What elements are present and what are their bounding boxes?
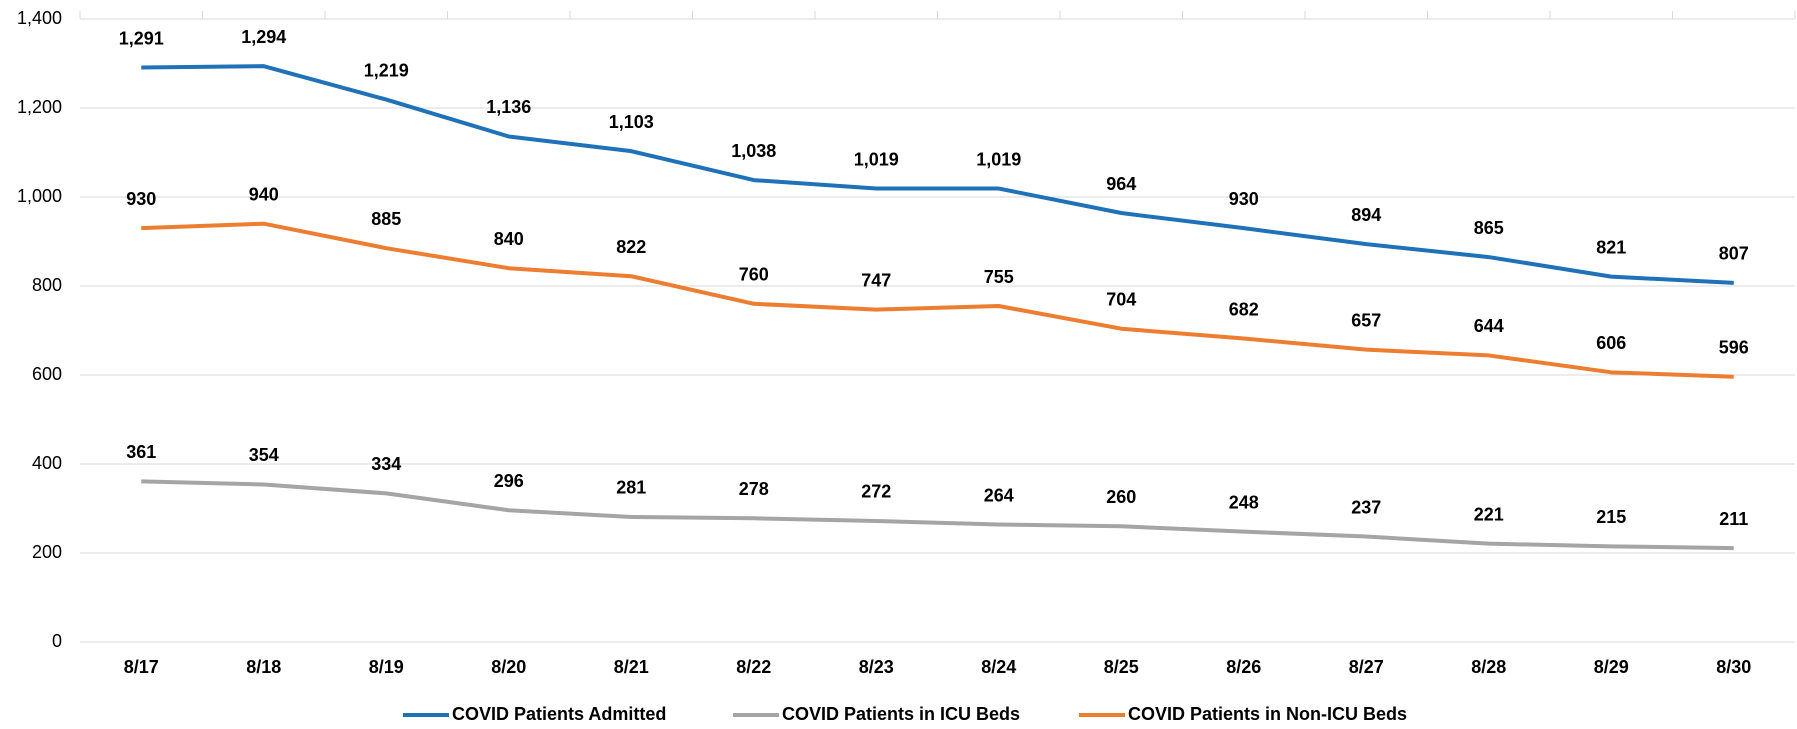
data-label: 940 xyxy=(249,184,279,204)
data-label: 260 xyxy=(1106,487,1136,507)
data-label: 682 xyxy=(1229,299,1259,319)
x-tick-label: 8/22 xyxy=(736,657,771,677)
x-tick-label: 8/23 xyxy=(859,657,894,677)
data-label: 644 xyxy=(1474,316,1504,336)
data-label: 354 xyxy=(249,445,279,465)
data-label: 704 xyxy=(1106,289,1136,309)
data-label: 840 xyxy=(494,229,524,249)
data-label: 248 xyxy=(1229,492,1259,512)
data-label: 821 xyxy=(1596,237,1626,257)
data-label: 930 xyxy=(126,189,156,209)
data-label: 264 xyxy=(984,485,1014,505)
data-label: 807 xyxy=(1719,244,1749,264)
series-line xyxy=(141,64,1734,285)
data-label: 361 xyxy=(126,442,156,462)
data-label: 930 xyxy=(1229,189,1259,209)
data-label: 606 xyxy=(1596,333,1626,353)
legend-label: COVID Patients Admitted xyxy=(452,704,666,724)
data-label: 215 xyxy=(1596,507,1626,527)
data-label: 1,136 xyxy=(486,97,531,117)
data-label: 211 xyxy=(1719,509,1748,529)
data-label: 657 xyxy=(1351,310,1381,330)
x-tick-label: 8/20 xyxy=(491,657,526,677)
data-label: 1,019 xyxy=(854,149,899,169)
y-tick-label: 200 xyxy=(32,542,62,562)
data-label: 1,038 xyxy=(731,141,776,161)
data-label: 278 xyxy=(739,479,769,499)
y-tick-label: 0 xyxy=(52,631,62,651)
data-label: 964 xyxy=(1106,174,1136,194)
x-tick-label: 8/24 xyxy=(981,657,1016,677)
legend-label: COVID Patients in Non-ICU Beds xyxy=(1128,704,1407,724)
y-tick-label: 400 xyxy=(32,453,62,473)
series-line xyxy=(141,479,1734,551)
data-label: 865 xyxy=(1474,218,1504,238)
x-tick-label: 8/21 xyxy=(614,657,649,677)
data-label: 894 xyxy=(1351,205,1381,225)
x-tick-label: 8/19 xyxy=(369,657,404,677)
data-label: 1,103 xyxy=(609,112,654,132)
data-label: 296 xyxy=(494,471,524,491)
x-tick-label: 8/25 xyxy=(1104,657,1139,677)
x-tick-label: 8/17 xyxy=(124,657,159,677)
data-label: 885 xyxy=(371,209,401,229)
x-tick-label: 8/26 xyxy=(1226,657,1261,677)
series-line xyxy=(141,221,1734,379)
x-tick-label: 8/29 xyxy=(1594,657,1629,677)
y-tick-label: 800 xyxy=(32,275,62,295)
y-tick-label: 600 xyxy=(32,364,62,384)
x-tick-label: 8/28 xyxy=(1471,657,1506,677)
data-label: 755 xyxy=(984,267,1014,287)
data-label: 596 xyxy=(1719,338,1749,358)
data-label: 747 xyxy=(861,270,891,290)
data-label: 334 xyxy=(371,454,401,474)
y-tick-label: 1,000 xyxy=(17,186,62,206)
legend-label: COVID Patients in ICU Beds xyxy=(782,704,1020,724)
x-tick-label: 8/30 xyxy=(1716,657,1751,677)
data-label: 1,291 xyxy=(119,28,164,48)
data-label: 221 xyxy=(1474,504,1504,524)
y-tick-label: 1,200 xyxy=(17,97,62,117)
data-label: 1,019 xyxy=(976,149,1021,169)
data-label: 760 xyxy=(739,265,769,285)
data-label: 281 xyxy=(616,478,646,498)
data-label: 272 xyxy=(861,482,891,502)
x-tick-label: 8/18 xyxy=(246,657,281,677)
x-tick-label: 8/27 xyxy=(1349,657,1384,677)
y-tick-label: 1,400 xyxy=(17,8,62,28)
data-label: 1,294 xyxy=(241,27,286,47)
data-label: 237 xyxy=(1351,497,1381,517)
data-label: 822 xyxy=(616,237,646,257)
data-label: 1,219 xyxy=(364,60,409,80)
